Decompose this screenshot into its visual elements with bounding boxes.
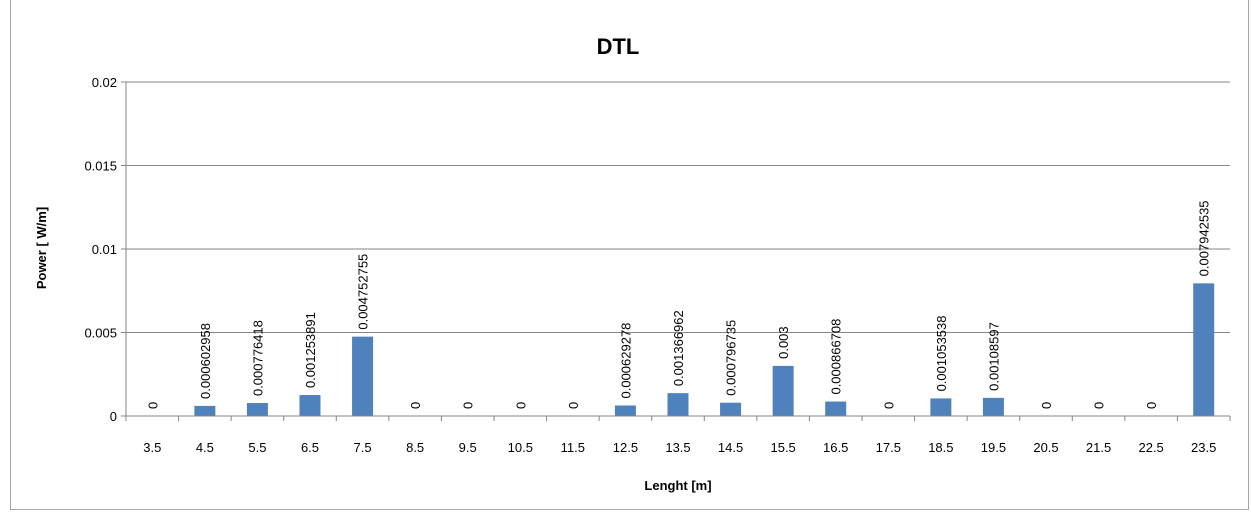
y-tick-label: 0 [110,409,117,424]
data-label: 0.007942535 [1197,200,1212,276]
y-axis-title: Power [ W/m] [34,207,49,289]
x-tick-label: 23.5 [1191,440,1216,455]
x-tick-label: 4.5 [196,440,214,455]
bar-16.5 [825,401,847,416]
gridlines [126,81,1230,333]
x-tick-label: 17.5 [876,440,901,455]
data-label: 0 [408,402,423,409]
data-label: 0.001053538 [934,315,949,391]
y-tick-label: 0.005 [84,326,117,341]
data-label: 0 [461,402,476,409]
data-label: 0 [1144,402,1159,409]
x-tick-label: 8.5 [406,440,424,455]
x-tick-label: 14.5 [718,440,743,455]
chart-area [10,0,1249,510]
data-label: 0.001253891 [303,312,318,388]
data-label: 0.000776418 [250,320,265,396]
x-tick-label: 9.5 [459,440,477,455]
x-tick-label: 12.5 [613,440,638,455]
data-label: 0.001366962 [671,310,686,386]
x-axis-title: Lenght [m] [644,478,711,493]
data-label: 0.000866708 [829,319,844,395]
x-tick-label: 5.5 [248,440,266,455]
x-tick-label: 18.5 [928,440,953,455]
data-label: 0 [513,402,528,409]
data-label: 0.000629278 [618,323,633,399]
bars [194,283,1215,416]
data-label: 0.00108597 [986,322,1001,391]
x-tick-label: 10.5 [508,440,533,455]
bar-15.5 [772,365,794,416]
data-label: 0 [1039,402,1054,409]
x-tick-label: 13.5 [665,440,690,455]
x-tick-label: 16.5 [823,440,848,455]
bar-13.5 [667,393,689,416]
x-tick-label: 15.5 [770,440,795,455]
data-label: 0.004752755 [356,254,371,330]
data-labels: 0 0.000602958 0.000776418 0.001253891 0.0047… [145,200,1211,409]
x-tick-label: 3.5 [143,440,161,455]
bar-7.5 [352,336,374,416]
bar-6.5 [299,395,321,416]
x-tick-label: 19.5 [981,440,1006,455]
x-tick-label: 21.5 [1086,440,1111,455]
data-label: 0.003 [776,326,791,359]
x-tick-label: 22.5 [1138,440,1163,455]
bar-5.5 [246,403,268,416]
data-label: 0 [145,402,160,409]
data-label: 0.000602958 [198,323,213,399]
data-label: 0 [1092,402,1107,409]
x-tick-label: 6.5 [301,440,319,455]
y-tick-label: 0.015 [84,159,117,174]
chart-title: DTL [597,34,640,59]
x-tick-label: 20.5 [1033,440,1058,455]
bar-12.5 [614,405,636,416]
x-tick-label: 11.5 [561,440,585,455]
bar-23.5 [1193,283,1215,416]
x-tick-label: 7.5 [354,440,372,455]
data-label: 0.000796735 [724,320,739,396]
data-label: 0 [881,402,896,409]
bar-18.5 [930,398,952,416]
bar-19.5 [982,397,1004,416]
y-tick-label: 0.02 [92,75,117,90]
y-axis-ticks: 0 0.005 0.01 0.015 0.02 [84,75,126,424]
bar-4.5 [194,405,216,416]
x-axis-ticks: 3.5 4.5 5.5 6.5 7.5 8.5 9.5 10.5 11.5 12.5 13.5 14.… [125,416,1231,455]
y-tick-label: 0.01 [92,242,117,257]
data-label: 0 [566,402,581,409]
bar-14.5 [720,402,742,416]
